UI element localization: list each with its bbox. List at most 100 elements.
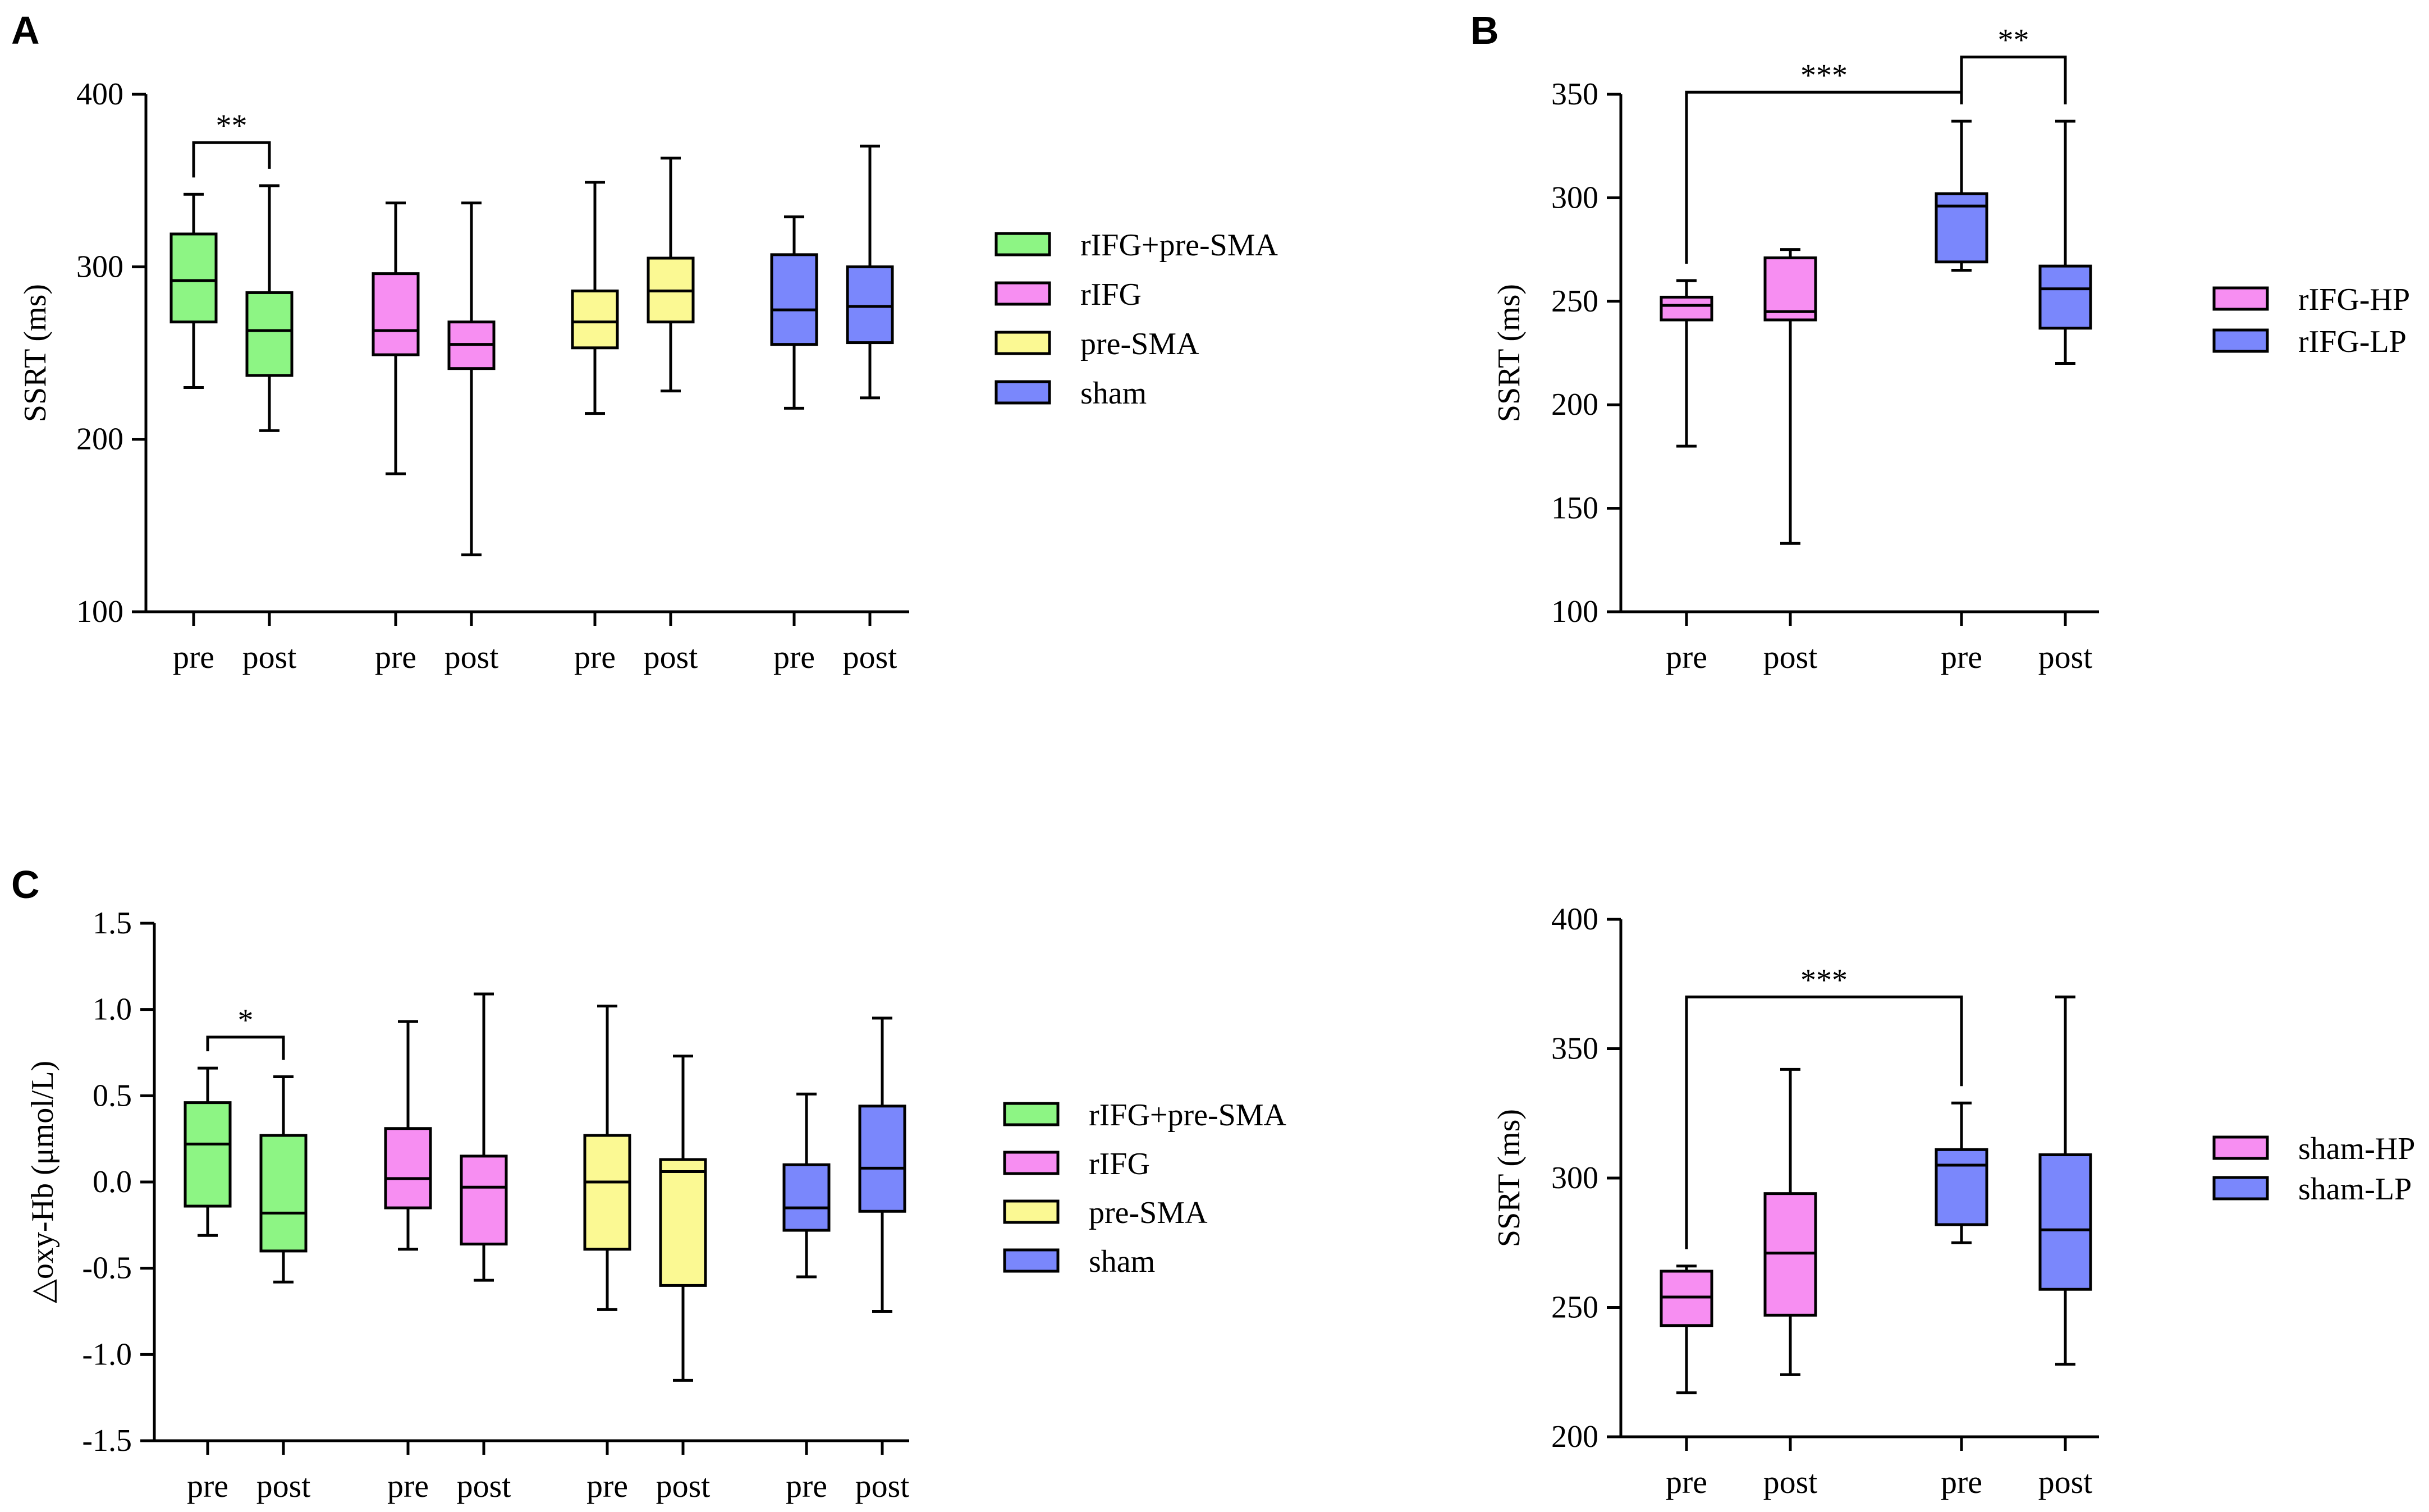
x-tick-label: post xyxy=(1763,1464,1818,1500)
legend-label: sham-HP xyxy=(2298,1131,2415,1166)
significance-bracket xyxy=(1960,56,2067,104)
panel-4: 200 250 300 350 400 SSRT (ms) pre post pre post **… xyxy=(1492,902,2415,1500)
x-tick-label: post xyxy=(457,1468,511,1504)
y-tick-label: 350 xyxy=(1551,77,1598,112)
box-plot xyxy=(1935,120,1988,272)
panel-2: B 100 150 200 250 300 350 SSRT (ms) pre post pre po… xyxy=(1470,8,2410,675)
legend-swatch xyxy=(994,232,1051,256)
x-tick-label: post xyxy=(1763,639,1818,675)
legend-swatch xyxy=(994,281,1051,306)
box-iqr xyxy=(2038,264,2092,330)
box-plot xyxy=(858,1016,906,1313)
y-tick-label: 300 xyxy=(76,249,123,284)
box-plot xyxy=(184,1066,232,1237)
box-iqr xyxy=(1763,256,1817,322)
box-plot xyxy=(460,992,508,1282)
box-plot xyxy=(1660,1264,1713,1395)
significance-label: ** xyxy=(1998,23,2029,58)
box-iqr xyxy=(259,1134,308,1253)
box-iqr xyxy=(169,232,218,324)
x-tick-label: pre xyxy=(375,639,416,675)
x-tick-label: pre xyxy=(1666,1464,1707,1500)
significance-bracket xyxy=(206,1036,285,1060)
x-tick-label: pre xyxy=(1941,1464,1982,1500)
y-tick-label: 200 xyxy=(76,422,123,457)
legend-label: rIFG xyxy=(1089,1147,1150,1181)
y-tick-label: 300 xyxy=(1551,1161,1598,1195)
legend-label: rIFG-LP xyxy=(2298,324,2407,359)
y-tick-label: 1.0 xyxy=(93,992,132,1027)
legend-label: sham xyxy=(1080,376,1147,411)
y-axis-label: SSRT (ms) xyxy=(1492,1109,1527,1247)
box-iqr xyxy=(659,1158,707,1287)
legend-label: rIFG-HP xyxy=(2298,282,2410,317)
box-plot xyxy=(1763,1067,1817,1376)
box-plot xyxy=(1935,1101,1988,1244)
box-plot xyxy=(447,201,496,557)
box-iqr xyxy=(1660,295,1713,322)
box-plot xyxy=(571,181,619,415)
legend-label: pre-SMA xyxy=(1080,327,1199,361)
box-plot xyxy=(583,1005,631,1311)
y-tick-label: -1.0 xyxy=(82,1337,132,1372)
box-plot xyxy=(259,1075,308,1284)
box-plot xyxy=(2038,995,2092,1366)
legend-swatch xyxy=(2212,286,2269,311)
x-tick-label: post xyxy=(843,639,897,675)
x-tick-label: pre xyxy=(786,1468,827,1504)
box-plot xyxy=(245,184,294,432)
x-tick-label: post xyxy=(256,1468,311,1504)
box-iqr xyxy=(770,253,818,346)
y-tick-label: 1.5 xyxy=(93,906,132,941)
box-plot xyxy=(659,1055,707,1382)
y-tick-label: 200 xyxy=(1551,1419,1598,1454)
box-iqr xyxy=(858,1105,906,1213)
y-axis-label: △oxy-Hb (μmol/L) xyxy=(25,1061,60,1303)
box-plot xyxy=(384,1020,432,1251)
y-tick-label: -0.5 xyxy=(82,1251,132,1286)
box-plot xyxy=(846,144,894,400)
significance-bracket xyxy=(1685,995,1963,1249)
legend-swatch xyxy=(1003,1199,1060,1224)
box-iqr xyxy=(571,289,619,350)
x-tick-label: post xyxy=(2038,1464,2093,1500)
box-plot xyxy=(1763,248,1817,545)
x-tick-label: pre xyxy=(173,639,214,675)
legend-label: pre-SMA xyxy=(1089,1195,1208,1230)
x-tick-label: pre xyxy=(387,1468,429,1504)
y-axis-label: SSRT (ms) xyxy=(1492,284,1527,422)
y-axis-label: SSRT (ms) xyxy=(18,284,53,422)
legend-label: rIFG xyxy=(1080,277,1142,312)
legend-swatch xyxy=(2212,1135,2269,1160)
box-iqr xyxy=(2038,1153,2092,1291)
box-iqr xyxy=(1935,192,1988,264)
box-plot xyxy=(1660,279,1713,448)
box-iqr xyxy=(184,1101,232,1208)
x-tick-label: pre xyxy=(574,639,616,675)
panel-label: B xyxy=(1470,8,1499,52)
legend-label: sham-LP xyxy=(2298,1172,2412,1207)
y-tick-label: 100 xyxy=(1551,594,1598,629)
x-tick-label: post xyxy=(242,639,297,675)
y-tick-label: 150 xyxy=(1551,491,1598,526)
y-tick-label: 0.5 xyxy=(93,1078,132,1113)
y-tick-label: 200 xyxy=(1551,387,1598,422)
legend-label: rIFG+pre-SMA xyxy=(1089,1098,1287,1133)
significance-bracket xyxy=(1685,90,1963,264)
legend-swatch xyxy=(1003,1151,1060,1175)
y-tick-label: 400 xyxy=(1551,902,1598,937)
box-plot xyxy=(647,157,695,393)
y-tick-label: 250 xyxy=(1551,284,1598,319)
x-tick-label: post xyxy=(656,1468,711,1504)
box-iqr xyxy=(583,1134,631,1251)
box-iqr xyxy=(846,265,894,345)
x-tick-label: pre xyxy=(1666,639,1707,675)
x-tick-label: pre xyxy=(187,1468,228,1504)
box-iqr xyxy=(782,1163,831,1232)
legend-swatch xyxy=(1003,1248,1060,1273)
panel-label: A xyxy=(11,8,40,52)
legend-swatch xyxy=(994,331,1051,355)
legend-label: rIFG+pre-SMA xyxy=(1080,228,1278,263)
